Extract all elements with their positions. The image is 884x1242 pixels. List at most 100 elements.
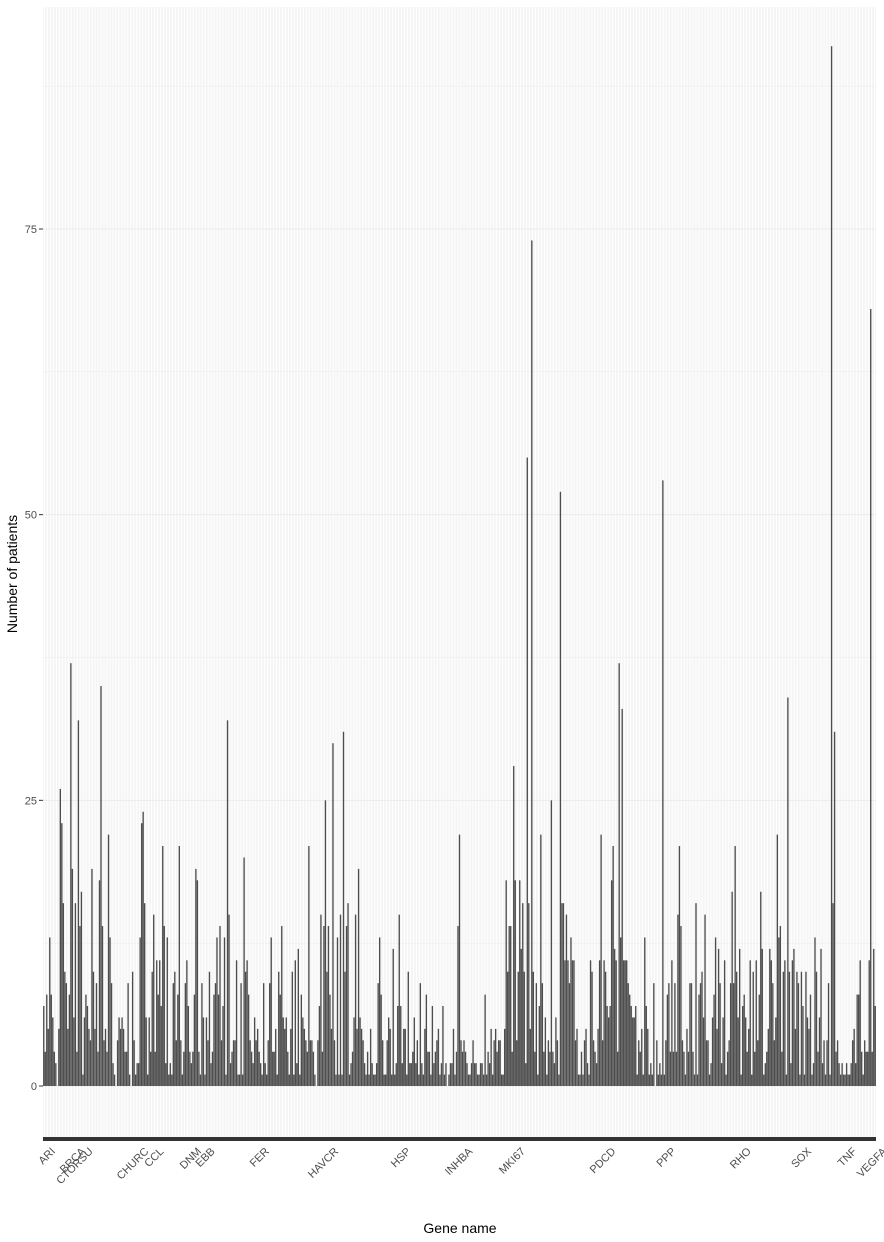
bar: [142, 811, 144, 1086]
bar: [790, 1063, 792, 1086]
bar: [336, 937, 339, 1086]
bar: [773, 1040, 775, 1086]
bar: [246, 960, 248, 1086]
bar: [586, 1063, 589, 1086]
bar: [333, 1040, 336, 1086]
bar: [103, 1040, 105, 1086]
bar: [323, 926, 325, 1086]
bar: [755, 960, 757, 1086]
bar: [305, 1040, 307, 1086]
bar: [549, 1051, 551, 1086]
bar: [451, 1063, 453, 1086]
bar: [380, 994, 382, 1086]
y-tick-label: 50: [25, 510, 37, 522]
bar: [612, 846, 614, 1086]
bar: [824, 1074, 827, 1086]
bar: [231, 1051, 233, 1086]
bar: [410, 1063, 412, 1086]
bar: [98, 880, 101, 1086]
bar: [68, 994, 71, 1086]
bar: [46, 994, 48, 1086]
bar: [609, 1006, 611, 1086]
bar: [531, 240, 533, 1086]
bar: [708, 1074, 711, 1086]
bar: [427, 1051, 429, 1086]
bar: [317, 1040, 319, 1086]
bar: [249, 1040, 251, 1086]
bar: [696, 1074, 699, 1086]
bar: [639, 1051, 641, 1086]
bar: [537, 1074, 539, 1086]
bar: [329, 994, 331, 1086]
bar: [568, 983, 571, 1086]
bar: [626, 960, 628, 1086]
bar: [131, 971, 134, 1086]
y-tick-label: 25: [25, 795, 37, 807]
bar: [61, 823, 63, 1086]
bar: [223, 937, 226, 1086]
bar: [100, 686, 102, 1086]
bar: [502, 1074, 504, 1086]
bar: [620, 937, 622, 1086]
bar: [585, 1028, 587, 1086]
bar: [666, 994, 669, 1086]
bar: [86, 1006, 89, 1086]
bar: [642, 1074, 644, 1086]
bar: [256, 1028, 259, 1086]
bar: [767, 1028, 769, 1086]
bar: [434, 1051, 437, 1086]
bar: [184, 983, 187, 1086]
bar: [820, 948, 822, 1086]
bar: [874, 1006, 876, 1086]
bar: [234, 1040, 236, 1086]
bar: [470, 1063, 473, 1086]
y-axis: 0 25 50 75: [25, 224, 43, 1093]
bar: [632, 1017, 634, 1086]
bar: [748, 1028, 750, 1086]
bar: [395, 1063, 397, 1086]
bar: [354, 914, 357, 1086]
bar: [53, 1051, 55, 1086]
bar: [856, 994, 858, 1086]
bar: [796, 971, 798, 1086]
bar: [833, 731, 836, 1086]
bar: [210, 1063, 212, 1086]
bar: [684, 1074, 687, 1086]
bar: [168, 1074, 170, 1086]
bar: [121, 1017, 123, 1086]
bar: [357, 868, 360, 1086]
bar: [172, 983, 174, 1086]
bar: [195, 868, 197, 1086]
bar: [720, 1063, 723, 1086]
bar: [597, 1028, 599, 1086]
bar: [440, 1063, 443, 1086]
bar: [740, 1074, 742, 1086]
bar: [137, 1063, 140, 1086]
bar: [240, 983, 242, 1086]
bar: [844, 1074, 846, 1086]
bar: [302, 1017, 304, 1086]
bar: [282, 1017, 284, 1086]
bar: [481, 1063, 483, 1086]
bar: [482, 1074, 485, 1086]
bar: [826, 1040, 828, 1086]
bar: [710, 1063, 712, 1086]
bar: [589, 960, 592, 1086]
bar: [50, 994, 52, 1086]
bar: [101, 926, 104, 1086]
bar: [321, 1051, 324, 1086]
bar: [547, 1040, 550, 1086]
bar: [520, 948, 522, 1086]
bar: [255, 1040, 257, 1086]
bar: [439, 1074, 441, 1086]
bar: [784, 960, 786, 1086]
bar: [449, 1063, 452, 1086]
bar: [290, 1028, 292, 1086]
bar: [448, 1074, 450, 1086]
bar: [293, 1074, 295, 1086]
bar: [473, 1063, 476, 1086]
bar: [303, 1028, 306, 1086]
bar: [214, 983, 217, 1086]
bar: [516, 1040, 518, 1086]
bar: [403, 1028, 405, 1086]
